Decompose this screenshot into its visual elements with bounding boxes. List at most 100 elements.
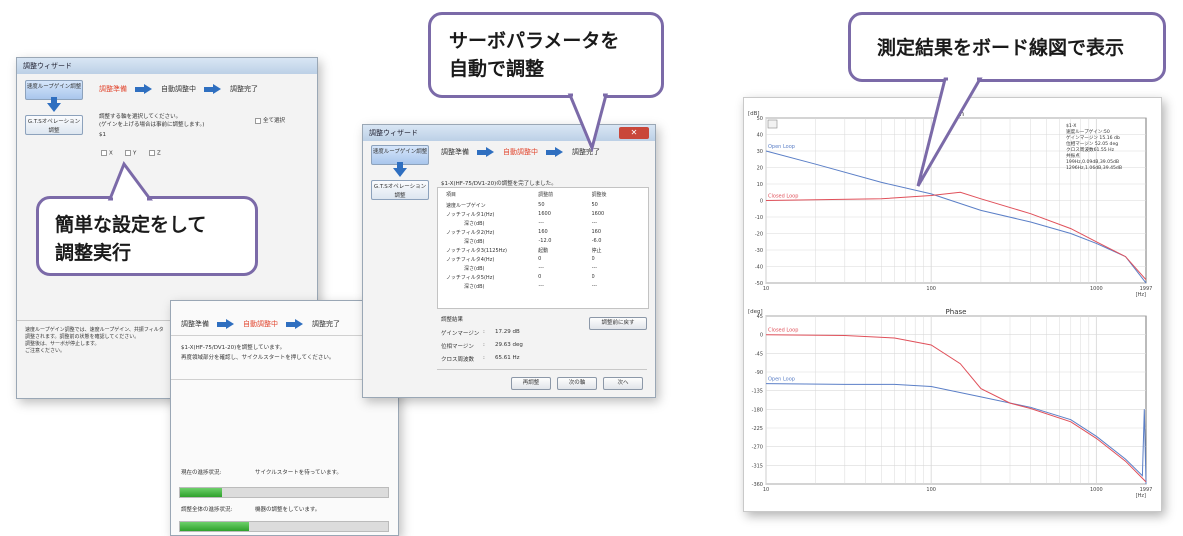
table-cell: 0 [591, 274, 595, 280]
x-tick-label: 1000 [1090, 487, 1103, 493]
table-header-cell: 項目 [446, 192, 457, 198]
message-line-1: $1-X(HF-75/DV1-20)を調整しています。 [181, 345, 286, 351]
y-tick-label: -50 [755, 281, 763, 287]
note-line-2: 調整されます。調整前の状態を確認してください。 [25, 334, 140, 340]
total-progress-status: 機器の調整をしています。 [255, 507, 321, 513]
table-cell: 50 [591, 202, 598, 208]
divider [171, 379, 398, 380]
retune-button[interactable]: 再調整 [511, 377, 551, 390]
series-label: Closed Loop [768, 194, 798, 200]
total-progress-fill [180, 522, 249, 531]
note-line-1: 速度ループゲイン調整では、速度ループゲイン、共振フィルタ [25, 327, 164, 333]
axis-checkbox-x[interactable]: X [101, 150, 113, 157]
table-cell: -6.0 [591, 238, 602, 244]
down-arrow-icon [393, 162, 407, 177]
y-tick-label: -180 [752, 407, 763, 413]
axis-group-label: $1 [99, 132, 106, 138]
step-prepare: 調整準備 [181, 320, 209, 328]
message-line-2: 再度領域部分を確認し、サイクルスタートを押してください。 [181, 355, 335, 361]
axis-label: Z [157, 150, 161, 157]
instruction-line-1: 調整する軸を選択してください。 [99, 114, 182, 120]
table-row: ノッチフィルタ5(Hz) 0 0 [446, 274, 640, 283]
y-tick-label: -20 [755, 232, 763, 238]
y-tick-label: 50 [757, 116, 763, 122]
callout-left: 簡単な設定をして 調整実行 [36, 196, 258, 276]
next-axis-button[interactable]: 次の軸 [557, 377, 597, 390]
table-cell: --- [591, 283, 598, 289]
current-progress-fill [180, 488, 222, 497]
axis-checkbox-y[interactable]: Y [125, 150, 136, 157]
sidebar-button-gts-operation[interactable]: G.T.Sオペレーション調整 [371, 180, 429, 200]
plot-frame [765, 315, 1147, 485]
info-text: クロス周波数61.55 Hz [1066, 146, 1115, 153]
info-text: 位相マージン 52.05 deg [1066, 140, 1118, 147]
next-button[interactable]: 次へ [603, 377, 643, 390]
sidebar-button-gts-operation[interactable]: G.T.Sオペレーション調整 [25, 115, 83, 135]
window-titlebar: 調整ウィザード [17, 58, 317, 74]
bode-plot-panel: 50 40 30 20 10 0 -10 -20 -30 -40 -50 10 100 1000 1997[… [743, 97, 1162, 512]
phase-margin-value: 29.63 deg [495, 342, 523, 348]
table-header-cell: 調整後 [591, 192, 607, 198]
table-cell: --- [591, 265, 598, 271]
table-row: ノッチフィルタ1(Hz) 1600 1600 [446, 211, 640, 220]
axis-checkbox-z[interactable]: Z [149, 150, 161, 157]
closed-loop-line [765, 191, 1147, 281]
table-row: 深さ(dB) --- --- [446, 265, 640, 274]
table-cell: 0 [591, 256, 595, 262]
current-progress-bar [179, 487, 389, 498]
select-all-label: 全て選択 [263, 118, 286, 124]
callout-line: 調整実行 [55, 242, 132, 264]
wizard-window-result: 調整ウィザード ✕ 速度ループゲイン調整 G.T.Sオペレーション調整 調整準備 … [362, 124, 656, 398]
info-text: ゲインマージン 15.16 db [1066, 134, 1120, 141]
table-cell: 深さ(dB) [464, 221, 485, 227]
y-unit-label: [deg] [748, 309, 763, 315]
y-tick-label: -270 [752, 445, 763, 451]
zoom-icon [767, 119, 778, 129]
phase-margin-sep: : [483, 342, 485, 348]
close-icon[interactable]: ✕ [619, 127, 649, 139]
x-tick-label: 10 [763, 487, 769, 493]
closed-loop-line [765, 334, 1147, 483]
table-row: 速度ループゲイン 50 50 [446, 202, 640, 211]
right-arrow-icon [286, 319, 304, 329]
step-complete: 調整完了 [312, 320, 340, 328]
step-tuning: 自動調整中 [503, 148, 538, 156]
step-indicator: 調整準備 自動調整中 調整完了 [441, 147, 600, 157]
table-cell: 起動 [538, 248, 549, 254]
callout-line: 簡単な設定をして [55, 214, 207, 236]
info-text: 速度ループゲイン:50 [1066, 128, 1110, 135]
step-indicator: 調整準備 自動調整中 調整完了 [181, 319, 340, 329]
x-tick-label: 1997 [1140, 487, 1153, 493]
x-tick-label: 1997 [1140, 286, 1153, 292]
right-arrow-icon [217, 319, 235, 329]
window-titlebar: 調整ウィザード ✕ [363, 125, 655, 141]
table-cell: ノッチフィルタ3(1125Hz) [446, 248, 507, 254]
table-cell: -12.0 [538, 238, 552, 244]
callout-line: サーボパラメータを [449, 30, 620, 52]
checkbox-icon [255, 117, 261, 124]
note-line-3: 調整後は、サーボが停止します。 [25, 341, 100, 347]
callout-line: 自動で調整 [449, 58, 545, 80]
select-all-checkbox[interactable]: 全て選択 [255, 116, 285, 124]
table-cell: 深さ(dB) [464, 266, 485, 272]
open-loop-line [765, 150, 1147, 284]
plot-title: Gain [948, 110, 964, 118]
table-cell: 50 [538, 202, 545, 208]
step-prepare: 調整準備 [441, 148, 469, 156]
right-arrow-icon [477, 147, 495, 157]
down-arrow-icon [47, 97, 61, 112]
table-cell: 0 [538, 274, 542, 280]
x-unit-label: [Hz] [1136, 493, 1146, 499]
info-text: 1296Hz,1.06dB,39.45dB [1066, 165, 1122, 171]
reset-to-before-button[interactable]: 調整前に戻す [589, 317, 647, 330]
y-tick-label: -360 [752, 482, 763, 488]
crossover-label: クロス周波数 [441, 357, 475, 363]
axis-label: X [109, 150, 113, 157]
table-cell: ノッチフィルタ1(Hz) [446, 212, 495, 218]
table-row: ノッチフィルタ4(Hz) 0 0 [446, 256, 640, 265]
callout-middle: サーボパラメータを 自動で調整 [428, 12, 664, 98]
step-complete: 調整完了 [572, 148, 600, 156]
table-cell: ノッチフィルタ5(Hz) [446, 275, 495, 281]
